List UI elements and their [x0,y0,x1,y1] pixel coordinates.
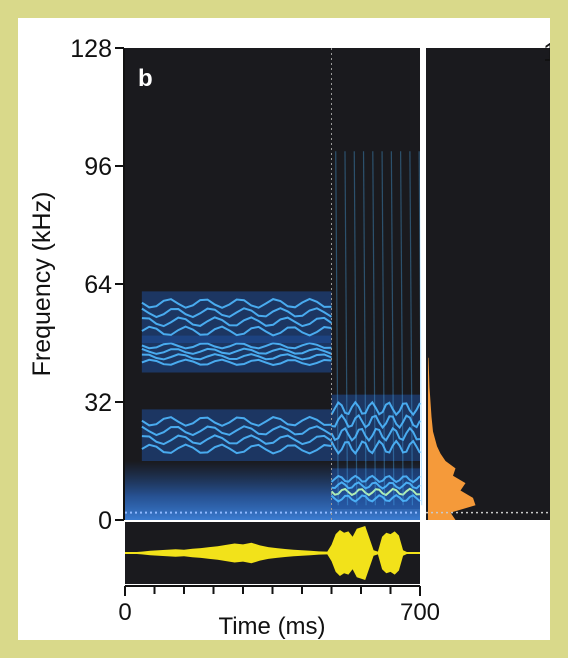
call-trace [330,487,421,497]
y-tick-label: 32 [84,389,112,417]
call-trace [141,297,332,309]
harmonic-band [331,394,420,461]
spectrogram-figure: 0 32 64 96 128 0 700 b 1 Frequency (kHz) Time… [28,35,557,640]
vertical-streak [400,151,404,506]
vertical-streak [362,151,367,506]
call-trace [141,425,333,437]
y-tick-label: 0 [98,507,112,535]
call-trace [141,342,332,350]
call-trace [141,415,332,427]
spectrum-profile [428,357,476,520]
x-tick-label: 700 [400,599,440,626]
call-trace [141,347,332,355]
spectrogram-marks [125,48,423,584]
side-panel-top-label: 1 [543,37,550,67]
vertical-streak [372,151,376,506]
vertical-streak [418,151,423,506]
y-tick-label: 64 [84,271,112,299]
call-trace [330,474,421,484]
call-trace [330,426,421,443]
y-axis: 0 32 64 96 128 [70,35,125,535]
vertical-streak [353,151,358,506]
vertical-streak [409,151,414,506]
vertical-streak [390,151,395,506]
spectrum-panel [426,48,550,520]
figure-panel: 0 32 64 96 128 0 700 b 1 Frequency (kHz) Time… [18,18,557,640]
call-trace [330,400,421,417]
y-tick-label: 128 [70,35,112,63]
call-trace [141,307,333,319]
call-trace [330,439,421,455]
call-trace [141,316,333,328]
vertical-streak [381,151,386,506]
envelope-marks [125,526,420,580]
y-axis-label: Frequency (kHz) [28,192,56,377]
y-tick-label: 96 [84,153,112,181]
call-trace [331,413,421,430]
x-axis-label: Time (ms) [218,613,325,640]
call-trace [331,481,421,490]
x-axis: 0 700 [118,585,440,626]
call-trace [141,353,332,361]
call-trace [141,434,333,446]
call-trace [141,443,332,455]
vertical-streak [344,151,349,506]
vertical-streak [335,151,339,506]
call-trace [141,358,332,367]
panel-label: b [138,65,153,92]
call-trace [141,325,332,337]
call-trace [330,493,421,503]
spectrum-marks [426,357,550,520]
x-tick-label: 0 [118,599,131,626]
